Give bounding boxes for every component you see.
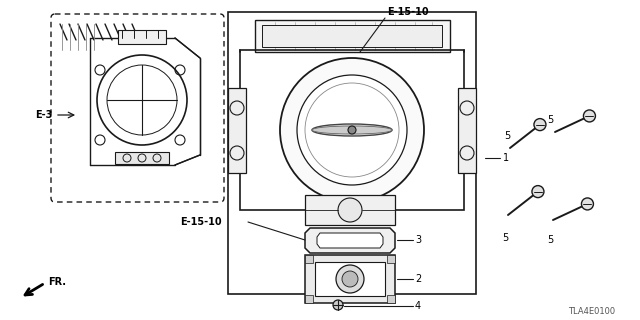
Bar <box>255 20 450 52</box>
Text: 5: 5 <box>502 233 508 243</box>
Text: 5: 5 <box>547 115 553 125</box>
Circle shape <box>336 265 364 293</box>
Text: 4: 4 <box>415 301 421 311</box>
Ellipse shape <box>312 124 392 136</box>
Bar <box>262 25 442 47</box>
Circle shape <box>584 110 595 122</box>
Circle shape <box>348 126 356 134</box>
Text: E-15-10: E-15-10 <box>180 217 221 227</box>
Bar <box>228 88 246 173</box>
Text: 1: 1 <box>503 153 509 163</box>
Polygon shape <box>317 233 383 248</box>
Circle shape <box>338 198 362 222</box>
Text: 5: 5 <box>504 131 510 141</box>
Text: E-15-10: E-15-10 <box>387 7 429 17</box>
Polygon shape <box>305 228 395 253</box>
Bar <box>305 195 395 225</box>
Bar <box>458 88 476 173</box>
Circle shape <box>342 271 358 287</box>
Text: TLA4E0100: TLA4E0100 <box>568 308 615 316</box>
Bar <box>115 152 169 164</box>
Bar <box>387 255 395 263</box>
Bar <box>305 255 313 263</box>
Text: FR.: FR. <box>48 277 66 287</box>
Circle shape <box>532 186 544 198</box>
Bar <box>240 50 464 210</box>
Circle shape <box>581 198 593 210</box>
Circle shape <box>297 75 407 185</box>
Text: E-3: E-3 <box>35 110 52 120</box>
Bar <box>387 295 395 303</box>
Bar <box>118 30 166 44</box>
Bar <box>228 12 476 294</box>
Text: 3: 3 <box>415 235 421 245</box>
Ellipse shape <box>312 126 392 134</box>
Bar <box>315 262 385 296</box>
Bar <box>305 255 395 303</box>
Circle shape <box>280 58 424 202</box>
Bar <box>305 295 313 303</box>
Text: 2: 2 <box>415 274 421 284</box>
Circle shape <box>534 119 546 131</box>
Text: 5: 5 <box>547 235 553 245</box>
Circle shape <box>333 300 343 310</box>
